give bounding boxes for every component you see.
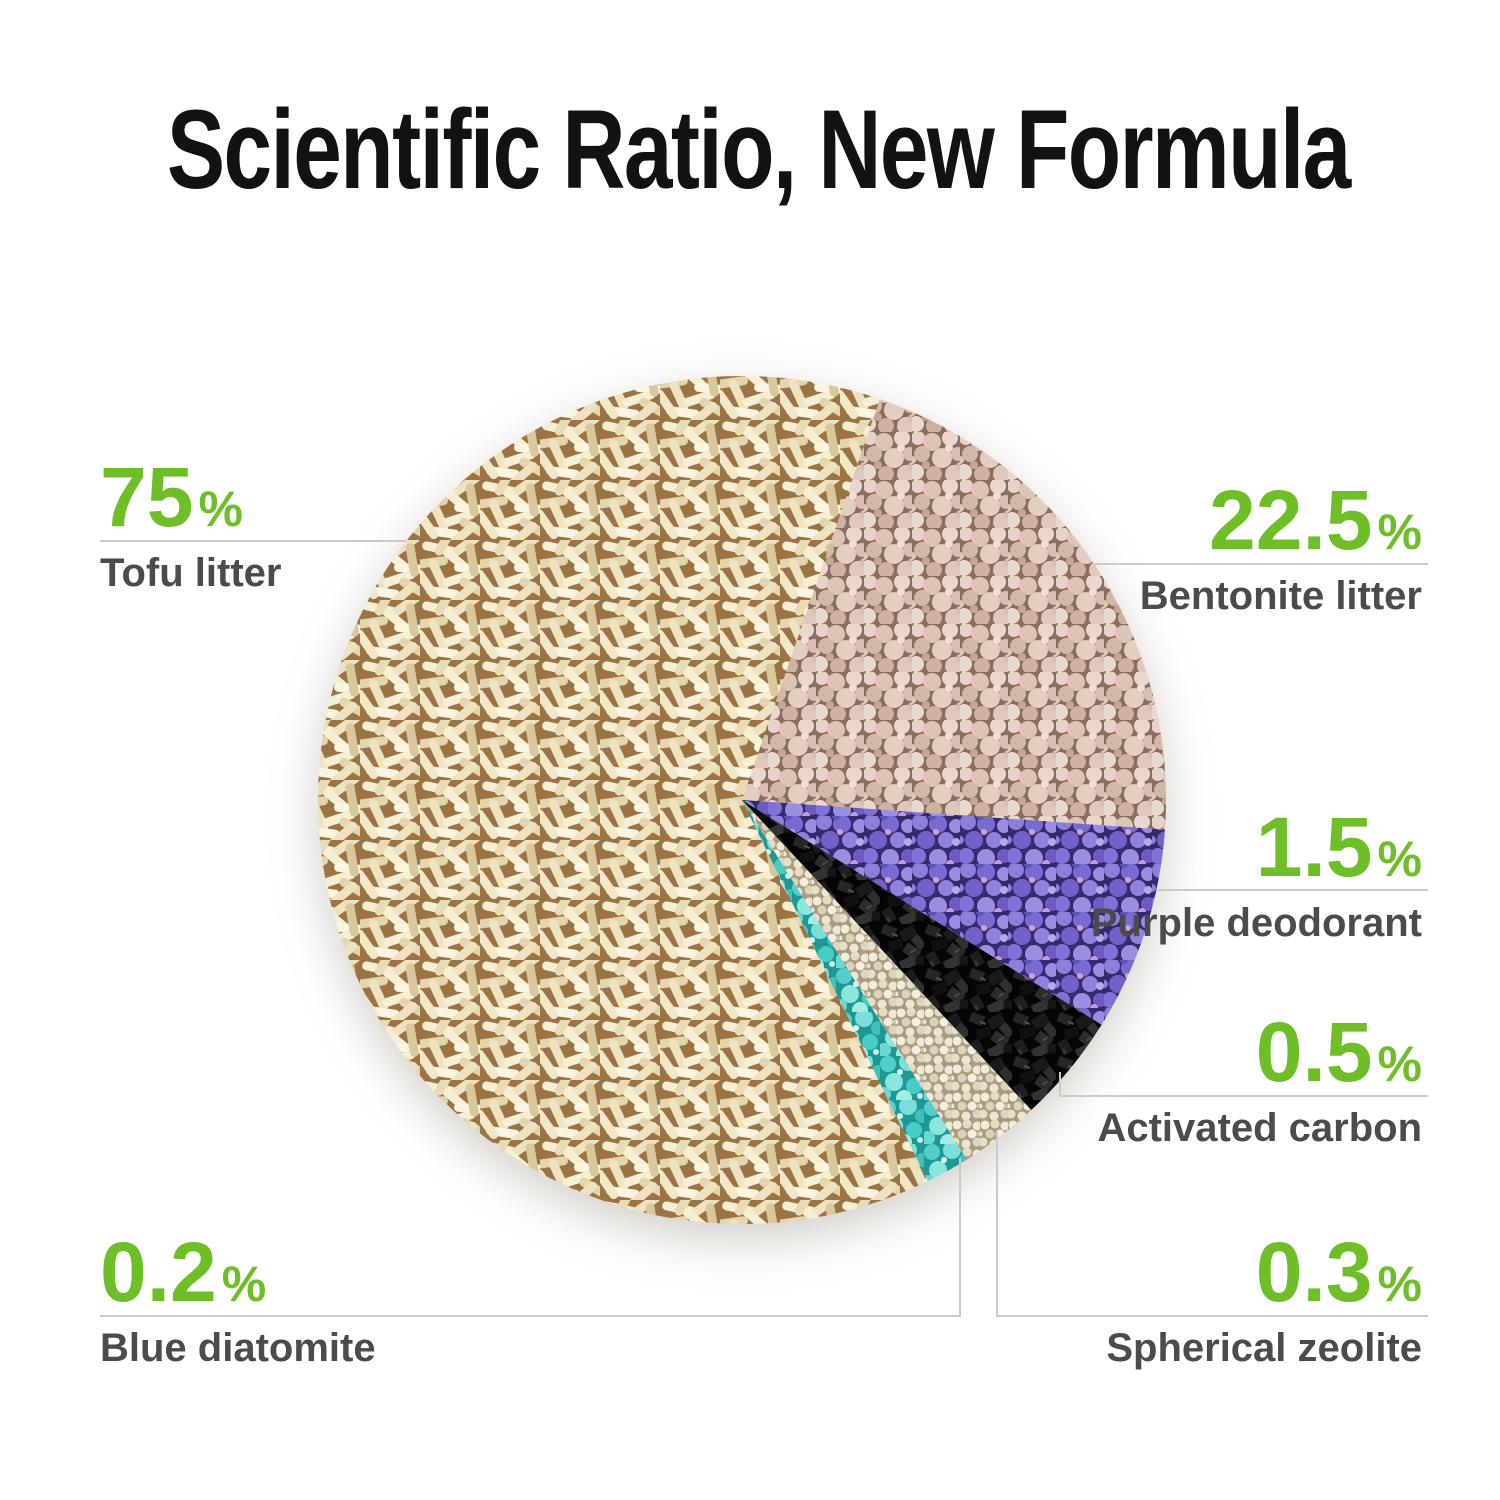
stat-value: 1.5% xyxy=(1091,805,1422,889)
stat-value: 22.5% xyxy=(1140,478,1422,562)
stat-activated-carbon: 0.5% Activated carbon xyxy=(1097,1010,1422,1148)
callout-line-purple xyxy=(1156,889,1428,891)
callout-line-tofu xyxy=(100,540,406,542)
stat-label: Purple deodorant xyxy=(1090,901,1422,945)
stat-number: 22.5 xyxy=(1209,473,1373,567)
stat-label: Activated carbon xyxy=(1097,1106,1422,1150)
pie-slice-carbon xyxy=(742,800,1102,1111)
stat-number: 1.5 xyxy=(1255,800,1373,894)
percent-sign: % xyxy=(198,481,243,537)
stat-purple-deodorant: 1.5% Purple deodorant xyxy=(1091,805,1422,943)
percent-sign: % xyxy=(1377,1256,1422,1312)
stat-label: Spherical zeolite xyxy=(1106,1326,1422,1370)
stat-number: 0.3 xyxy=(1255,1225,1373,1319)
stat-number: 0.5 xyxy=(1255,1005,1373,1099)
callout-line-blue-horizontal xyxy=(100,1315,959,1317)
percent-sign: % xyxy=(1377,831,1422,887)
stat-bentonite-litter: 22.5% Bentonite litter xyxy=(1140,478,1422,616)
stat-number: 75 xyxy=(100,450,194,544)
pie-slice-bentonite xyxy=(742,399,1167,830)
stat-blue-diatomite: 0.2% Blue diatomite xyxy=(100,1230,376,1368)
percent-sign: % xyxy=(1377,1036,1422,1092)
page-title: Scientific Ratio, New Formula xyxy=(166,87,1351,212)
callout-line-zeolite-horizontal xyxy=(996,1315,1428,1317)
stat-spherical-zeolite: 0.3% Spherical zeolite xyxy=(1106,1230,1422,1368)
callout-line-zeolite-vertical xyxy=(996,1132,998,1317)
stat-label: Blue diatomite xyxy=(100,1326,376,1370)
callout-line-bentonite xyxy=(1094,563,1428,565)
stat-label: Bentonite litter xyxy=(1139,574,1422,618)
pie-slice-purple xyxy=(742,800,1165,1025)
callout-line-carbon-vertical xyxy=(1059,1072,1061,1097)
percent-sign: % xyxy=(221,1256,267,1312)
stat-tofu-litter: 75% Tofu litter xyxy=(100,455,281,593)
stat-label: Tofu litter xyxy=(100,551,282,595)
percent-sign: % xyxy=(1377,504,1422,560)
stat-value: 0.2% xyxy=(100,1230,376,1314)
pie-slice-tofu xyxy=(318,376,928,1225)
stat-value: 0.5% xyxy=(1097,1010,1422,1094)
stat-value: 75% xyxy=(100,455,281,539)
page-title-row: Scientific Ratio, New Formula xyxy=(0,94,1500,206)
pie-slice-blue xyxy=(742,800,967,1182)
callout-line-blue-vertical xyxy=(959,1158,961,1317)
stat-number: 0.2 xyxy=(100,1225,217,1319)
callout-line-carbon-horizontal xyxy=(1059,1095,1428,1097)
pie-slice-zeolite xyxy=(742,800,1032,1160)
stat-value: 0.3% xyxy=(1106,1230,1422,1314)
